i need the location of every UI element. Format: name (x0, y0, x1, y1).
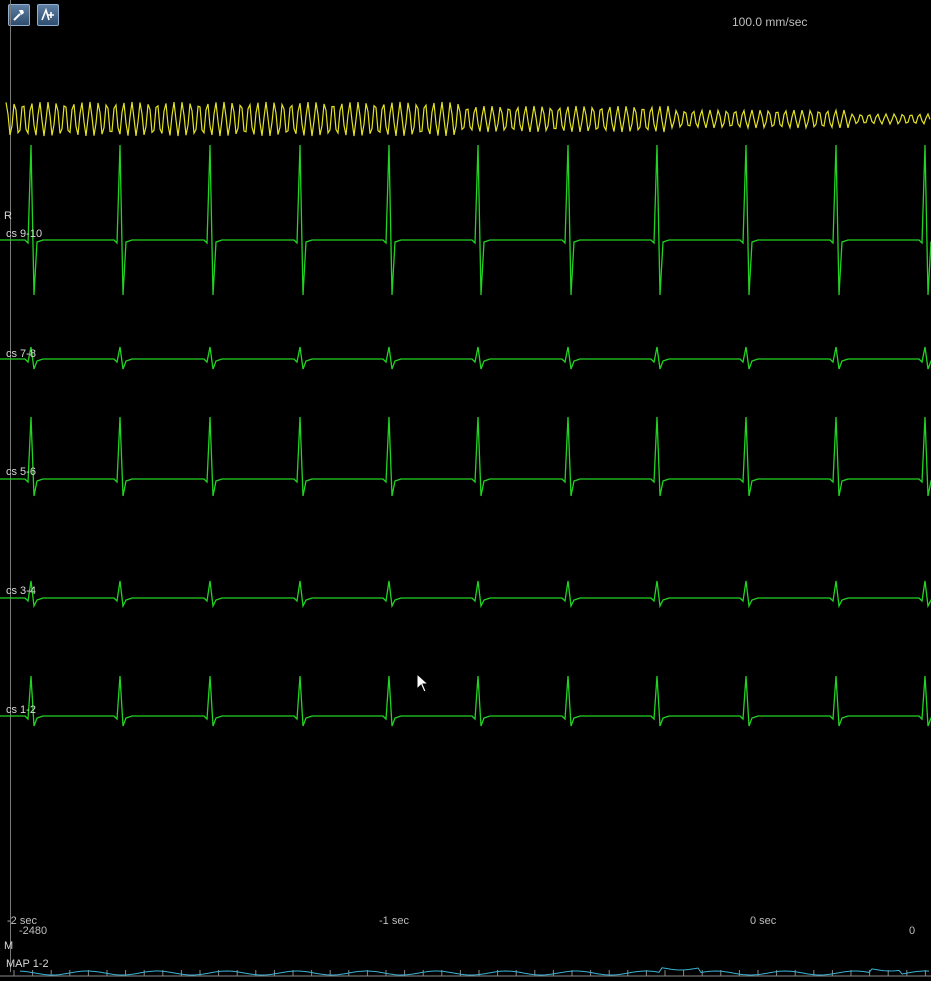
time-ruler-ticks (0, 970, 931, 977)
channel-label-cs-1-2[interactable]: cs 1-2 (6, 704, 36, 716)
time-label-minus-1: -1 sec (379, 915, 409, 927)
channel-label-cs-7-8[interactable]: cs 7-8 (6, 348, 36, 360)
mouse-pointer-icon (416, 672, 430, 698)
group-label-m: M (4, 940, 14, 952)
trace-cs-9-10 (0, 144, 931, 296)
add-caliper-icon (41, 7, 54, 21)
group-label-r: R (4, 210, 12, 222)
channel-label-cs-3-4[interactable]: cs 3-4 (6, 585, 36, 597)
trace-map-1-2 (19, 967, 930, 976)
trace-cs-5-6 (0, 416, 931, 497)
hammer-button[interactable] (8, 4, 30, 26)
channel-label-cs-9-10[interactable]: cs 9-10 (6, 228, 43, 240)
toolbar (8, 4, 59, 26)
trace-cs-3-4 (0, 580, 931, 609)
channel-label-map-1-2[interactable]: MAP 1-2 (6, 958, 49, 970)
reference-trace (5, 101, 931, 137)
time-right-value: 0 (909, 925, 916, 937)
trace-cs-1-2 (0, 675, 931, 727)
time-left-value: -2480 (19, 925, 48, 937)
hammer-icon (13, 10, 24, 21)
trace-cs-7-8 (0, 346, 931, 370)
channel-label-cs-5-6[interactable]: cs 5-6 (6, 466, 36, 478)
add-caliper-button[interactable] (37, 4, 59, 26)
sweep-speed: 100.0 mm/sec (732, 15, 808, 29)
left-divider (10, 0, 11, 972)
time-label-minus-2: -2 sec (7, 915, 37, 927)
time-label-0: 0 sec (750, 915, 777, 927)
